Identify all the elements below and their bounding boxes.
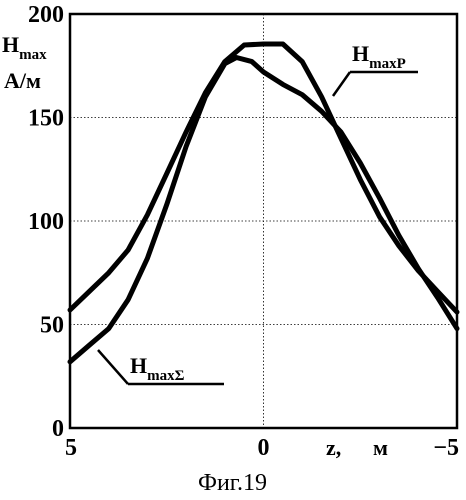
- series-label-hmaxsigma-leader: [97, 349, 129, 385]
- series-label-hmaxsigma: HmaxΣ: [130, 353, 185, 384]
- plot-frame: [68, 12, 459, 430]
- x-tick-label: −5: [433, 435, 459, 461]
- series-label-hmaxp-leader: [331, 71, 352, 97]
- y-tick-label: 200: [28, 2, 64, 28]
- grid-lines: [70, 14, 457, 428]
- series-line-1: [67, 55, 460, 365]
- y-tick-label: 100: [28, 209, 64, 235]
- y-tick-label: 50: [40, 313, 64, 339]
- series-layer: [67, 41, 460, 365]
- series-label-hmaxp: HmaxP: [352, 41, 406, 72]
- figure-caption: Фиг.19: [198, 470, 267, 496]
- series-line-0: [67, 41, 460, 315]
- y-tick-label: 150: [28, 106, 64, 132]
- x-tick-label: 5: [65, 435, 77, 461]
- y-axis-unit: А/м: [4, 68, 41, 93]
- y-tick-label: 0: [52, 416, 64, 442]
- x-axis-label: z,: [326, 435, 341, 460]
- x-tick-label: 0: [258, 435, 270, 461]
- y-axis-label: Hmax: [2, 32, 47, 63]
- x-axis-unit: м: [373, 435, 388, 460]
